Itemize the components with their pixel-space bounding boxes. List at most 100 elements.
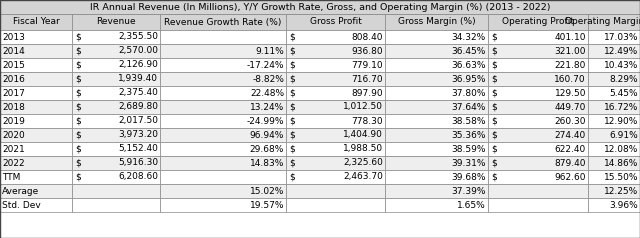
Bar: [588, 30, 640, 44]
Text: 2014: 2014: [2, 46, 25, 55]
Text: 3,973.20: 3,973.20: [118, 130, 158, 139]
Bar: [0, 14, 72, 30]
Bar: [385, 142, 488, 156]
Bar: [160, 72, 286, 86]
Text: Fiscal Year: Fiscal Year: [13, 18, 60, 26]
Text: $: $: [491, 173, 497, 182]
Bar: [160, 86, 286, 100]
Bar: [588, 142, 640, 156]
Text: 14.83%: 14.83%: [250, 159, 284, 168]
Text: Std. Dev: Std. Dev: [2, 200, 41, 209]
Bar: [0, 58, 72, 72]
Bar: [488, 44, 588, 58]
Text: 36.63%: 36.63%: [451, 60, 486, 69]
Text: 321.00: 321.00: [554, 46, 586, 55]
Bar: [488, 86, 588, 100]
Text: $: $: [491, 103, 497, 111]
Text: 221.80: 221.80: [555, 60, 586, 69]
Text: 622.40: 622.40: [555, 144, 586, 154]
Text: 2016: 2016: [2, 74, 25, 84]
Text: 37.80%: 37.80%: [451, 89, 486, 98]
Bar: [160, 170, 286, 184]
Text: 1,012.50: 1,012.50: [343, 103, 383, 111]
Text: 897.90: 897.90: [351, 89, 383, 98]
Bar: [160, 100, 286, 114]
Text: 260.30: 260.30: [554, 116, 586, 125]
Bar: [385, 114, 488, 128]
Text: 778.30: 778.30: [351, 116, 383, 125]
Text: 19.57%: 19.57%: [250, 200, 284, 209]
Text: Operating Profit: Operating Profit: [502, 18, 574, 26]
Bar: [72, 170, 160, 184]
Text: $: $: [289, 144, 295, 154]
Bar: [588, 198, 640, 212]
Text: 2021: 2021: [2, 144, 25, 154]
Text: 96.94%: 96.94%: [250, 130, 284, 139]
Text: 716.70: 716.70: [351, 74, 383, 84]
Bar: [72, 30, 160, 44]
Text: 1,404.90: 1,404.90: [343, 130, 383, 139]
Text: 37.64%: 37.64%: [452, 103, 486, 111]
Text: 2,355.50: 2,355.50: [118, 33, 158, 41]
Bar: [385, 128, 488, 142]
Text: $: $: [491, 116, 497, 125]
Text: 2,126.90: 2,126.90: [118, 60, 158, 69]
Bar: [588, 14, 640, 30]
Text: 15.50%: 15.50%: [604, 173, 638, 182]
Text: 2022: 2022: [2, 159, 24, 168]
Text: Gross Profit: Gross Profit: [310, 18, 362, 26]
Text: 160.70: 160.70: [554, 74, 586, 84]
Bar: [286, 58, 385, 72]
Text: 2018: 2018: [2, 103, 25, 111]
Text: 1.65%: 1.65%: [457, 200, 486, 209]
Text: $: $: [75, 74, 81, 84]
Text: 5.45%: 5.45%: [609, 89, 638, 98]
Bar: [0, 114, 72, 128]
Bar: [160, 30, 286, 44]
Text: 39.68%: 39.68%: [451, 173, 486, 182]
Text: Revenue: Revenue: [96, 18, 136, 26]
Bar: [588, 170, 640, 184]
Text: 16.72%: 16.72%: [604, 103, 638, 111]
Bar: [286, 170, 385, 184]
Bar: [488, 156, 588, 170]
Bar: [160, 44, 286, 58]
Text: 17.03%: 17.03%: [604, 33, 638, 41]
Bar: [0, 184, 72, 198]
Bar: [385, 44, 488, 58]
Bar: [286, 100, 385, 114]
Text: 129.50: 129.50: [554, 89, 586, 98]
Bar: [286, 142, 385, 156]
Text: $: $: [75, 130, 81, 139]
Text: $: $: [491, 74, 497, 84]
Bar: [72, 128, 160, 142]
Bar: [385, 156, 488, 170]
Bar: [488, 30, 588, 44]
Text: 37.39%: 37.39%: [451, 187, 486, 195]
Text: 15.02%: 15.02%: [250, 187, 284, 195]
Bar: [72, 142, 160, 156]
Bar: [0, 72, 72, 86]
Bar: [72, 72, 160, 86]
Text: 6.91%: 6.91%: [609, 130, 638, 139]
Text: 2019: 2019: [2, 116, 25, 125]
Bar: [588, 156, 640, 170]
Bar: [72, 184, 160, 198]
Text: 8.29%: 8.29%: [609, 74, 638, 84]
Bar: [0, 44, 72, 58]
Text: 10.43%: 10.43%: [604, 60, 638, 69]
Text: $: $: [289, 46, 295, 55]
Bar: [588, 44, 640, 58]
Text: $: $: [75, 103, 81, 111]
Text: $: $: [289, 159, 295, 168]
Bar: [488, 114, 588, 128]
Bar: [72, 14, 160, 30]
Text: 34.32%: 34.32%: [452, 33, 486, 41]
Text: 449.70: 449.70: [555, 103, 586, 111]
Text: TTM: TTM: [2, 173, 20, 182]
Text: Operating Margin (%): Operating Margin (%): [565, 18, 640, 26]
Text: $: $: [75, 159, 81, 168]
Text: 5,152.40: 5,152.40: [118, 144, 158, 154]
Bar: [160, 14, 286, 30]
Text: $: $: [491, 130, 497, 139]
